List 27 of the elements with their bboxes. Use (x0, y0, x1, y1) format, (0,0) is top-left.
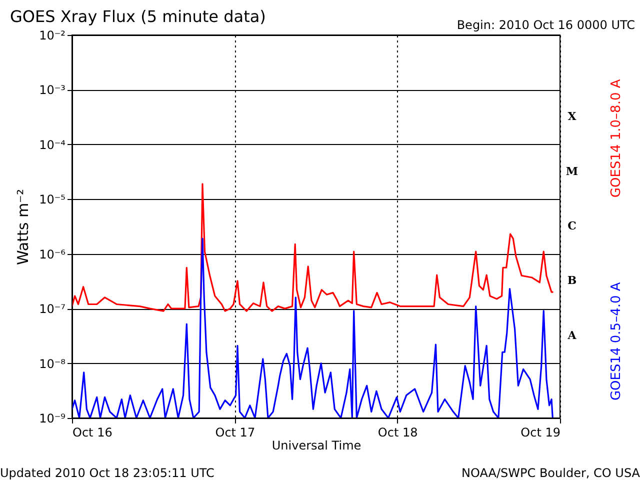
x-tick-label: Oct 16 (72, 426, 112, 440)
y-tick-label: 10⁻³ (39, 83, 66, 98)
x-tick-label: Oct 19 (520, 426, 560, 440)
text: B (567, 274, 577, 288)
line-series (72, 238, 554, 418)
y-tick-label: 10⁻⁴ (39, 138, 66, 152)
text: C (568, 220, 577, 232)
y-tick-label: 10⁻⁷ (39, 302, 66, 316)
text: M (566, 164, 578, 178)
x-axis-title: Universal Time (272, 438, 362, 452)
text: GOES14 1.0–8.0 A (609, 79, 624, 198)
y-tick-label: 10⁻⁵ (39, 192, 66, 207)
x-tick-label: Oct 18 (378, 426, 418, 440)
text: GOES14 0.5–4.0 A (609, 282, 624, 401)
y-tick-label: 10⁻⁸ (39, 356, 66, 371)
line-series (72, 183, 554, 312)
text: NOAA/SWPC Boulder, CO USA (462, 466, 640, 480)
text: A (566, 328, 577, 342)
y-tick-label: 10⁻² (39, 28, 66, 42)
y-axis-title: Watts m⁻² (14, 189, 32, 265)
text: X (568, 110, 577, 124)
x-tick-label: Oct 17 (215, 426, 256, 440)
chart-title: GOES Xray Flux (5 minute data) (10, 7, 266, 26)
y-tick-label: 10⁻⁶ (39, 247, 66, 262)
text: Updated 2010 Oct 18 23:05:11 UTC (0, 466, 214, 480)
y-tick-label: 10⁻⁹ (39, 412, 66, 426)
text: Begin: 2010 Oct 16 0000 UTC (456, 18, 635, 32)
